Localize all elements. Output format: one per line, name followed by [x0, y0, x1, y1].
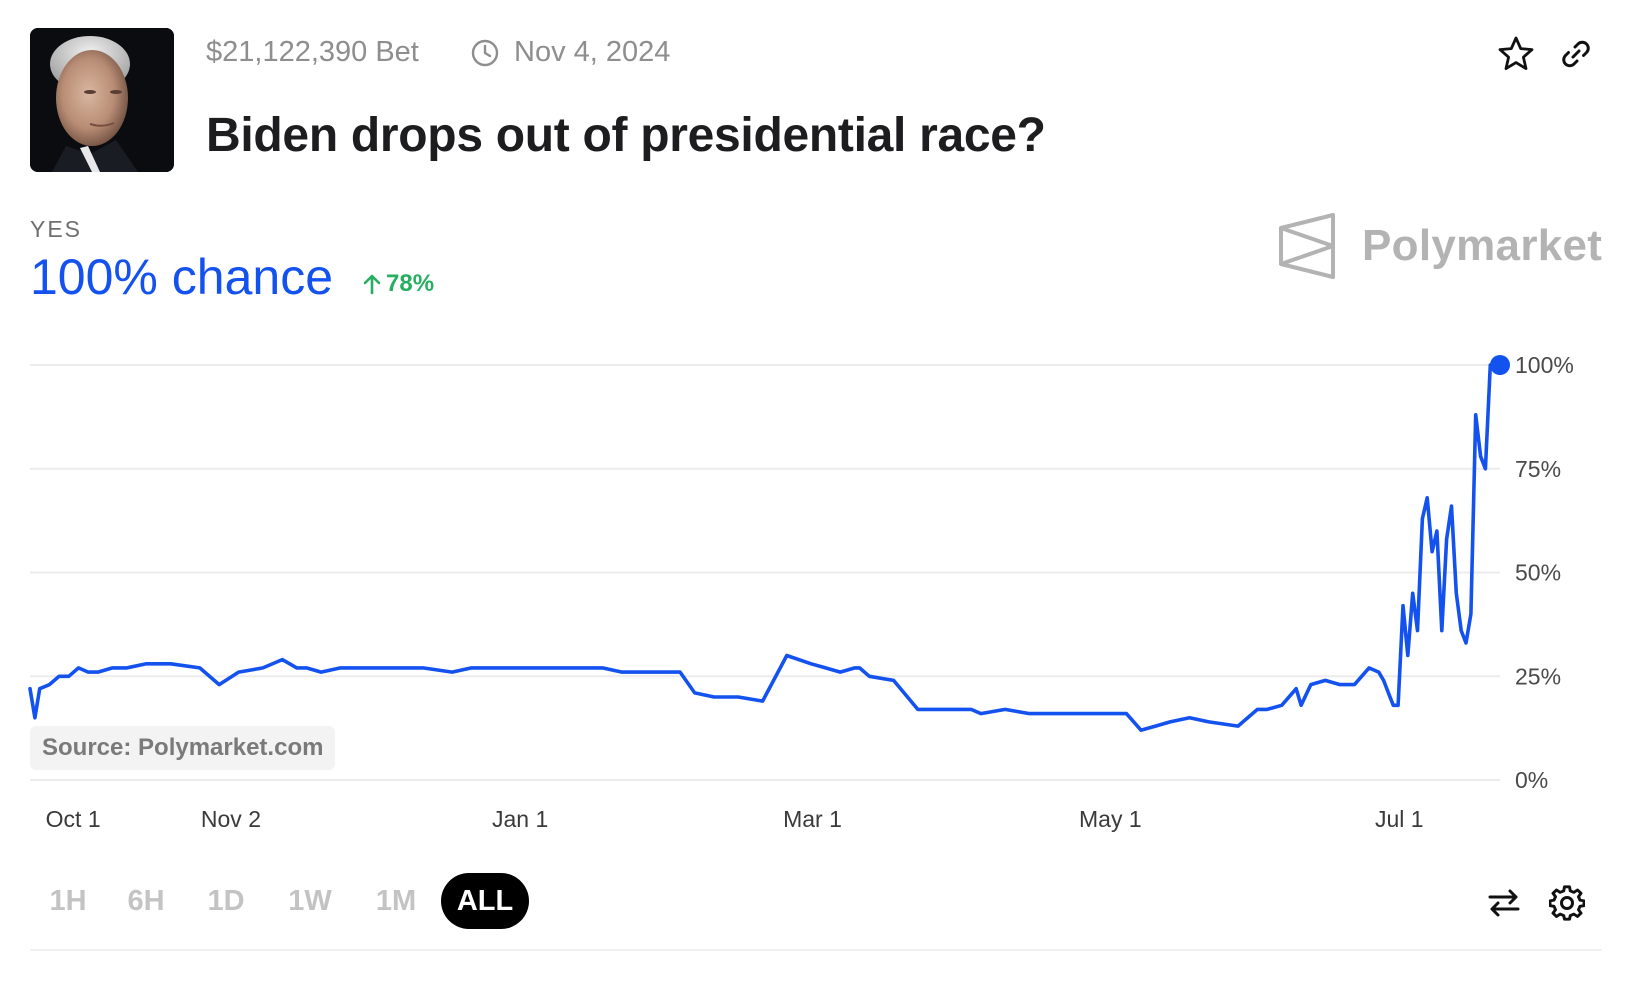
- swap-arrows-icon[interactable]: [1482, 881, 1526, 925]
- x-tick-label: Mar 1: [783, 806, 842, 832]
- x-tick-label: May 1: [1079, 806, 1142, 832]
- market-avatar: [30, 28, 174, 172]
- market-title: Biden drops out of presidential race?: [206, 109, 1046, 162]
- x-tick-label: Nov 2: [201, 806, 261, 832]
- link-icon[interactable]: [1554, 32, 1598, 76]
- polymarket-logo-icon: [1279, 213, 1335, 279]
- change-value: 78%: [386, 270, 435, 297]
- range-1d-button[interactable]: 1D: [207, 884, 245, 917]
- volume-label: $21,122,390 Bet: [206, 36, 419, 68]
- series-line-yes: [28, 363, 1502, 732]
- gear-icon[interactable]: [1545, 881, 1589, 925]
- clock-icon: [470, 38, 500, 68]
- biden-portrait-image: [30, 28, 174, 172]
- chart-grid: [30, 364, 1500, 781]
- y-tick-label: 50%: [1515, 560, 1561, 586]
- range-1h-button[interactable]: 1H: [49, 884, 87, 917]
- range-1m-button[interactable]: 1M: [375, 884, 417, 917]
- price-chart: 0% 25% 50% 75% 100% Oct 1 Nov 2 Jan 1 Mar 1 May …: [28, 352, 1574, 832]
- source-badge: Source: Polymarket.com: [30, 726, 336, 770]
- y-tick-label: 0%: [1515, 767, 1548, 793]
- outcome-label: YES: [30, 216, 83, 242]
- range-6h-button[interactable]: 6H: [127, 884, 165, 917]
- range-1w-button[interactable]: 1W: [288, 884, 332, 917]
- y-tick-label: 75%: [1515, 456, 1561, 482]
- star-icon[interactable]: [1494, 32, 1538, 76]
- x-tick-label: Oct 1: [46, 806, 101, 832]
- y-tick-label: 100%: [1515, 352, 1574, 378]
- last-point-marker: [1490, 355, 1510, 375]
- brand-name: Polymarket: [1362, 221, 1603, 270]
- y-axis-labels: 0% 25% 50% 75% 100%: [1515, 352, 1574, 793]
- bottom-divider: [30, 949, 1602, 951]
- end-date-label: Nov 4, 2024: [514, 36, 671, 68]
- x-axis-labels: Oct 1 Nov 2 Jan 1 Mar 1 May 1 Jul 1: [46, 806, 1424, 832]
- y-tick-label: 25%: [1515, 663, 1561, 689]
- arrow-up-icon: [363, 274, 381, 295]
- change-indicator: 78%: [362, 270, 434, 298]
- polymarket-watermark: Polymarket: [1278, 212, 1602, 280]
- x-tick-label: Jan 1: [492, 806, 548, 832]
- chance-value: 100% chance: [30, 249, 334, 305]
- range-all-button[interactable]: ALL: [441, 873, 529, 929]
- x-tick-label: Jul 1: [1375, 806, 1424, 832]
